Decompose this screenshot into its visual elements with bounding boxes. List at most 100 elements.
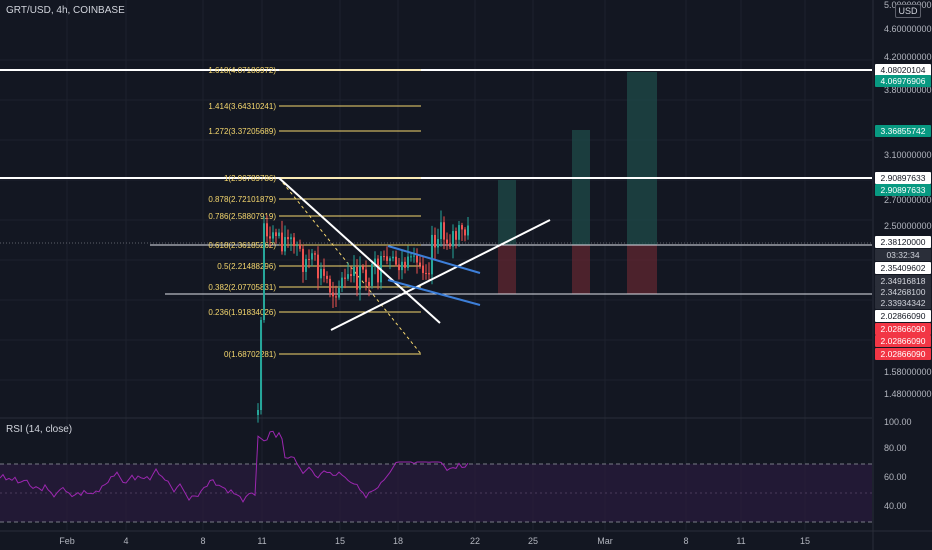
fib-level-label: 1.272(3.37205689) [208, 127, 276, 136]
time-axis[interactable]: Feb 4 8 11 15 18 22 25 Mar 8 11 15 [0, 530, 932, 546]
time-tick-label: 8 [200, 536, 205, 546]
price-tick-label: 3.10000000 [884, 150, 932, 160]
rsi-tick-label: 80.00 [884, 443, 907, 453]
time-tick-label: 11 [257, 536, 266, 546]
price-tag-bg [875, 323, 931, 335]
fib-level-label: 0.236(1.91834026) [208, 308, 276, 317]
candle-body [428, 273, 430, 275]
candle-body [365, 269, 367, 282]
candle-body [458, 225, 460, 240]
candle-body [404, 261, 406, 268]
price-tag: 2.02866090 [881, 311, 926, 321]
candle-body [395, 256, 397, 265]
rsi-tick-label: 60.00 [884, 472, 907, 482]
candle-body [299, 245, 301, 249]
chart-title: GRT/USD, 4h, COINBASE [6, 5, 125, 16]
candle-body [449, 243, 451, 247]
price-axis[interactable]: 100.0080.0060.0040.005.000000004.6000000… [872, 0, 932, 550]
candle-body [410, 256, 412, 258]
candle-body [344, 277, 346, 279]
time-tick-label: 15 [335, 536, 345, 546]
candle-body [440, 222, 442, 240]
price-tick-label: 4.60000000 [884, 24, 932, 34]
price-tick-label: 3.80000000 [884, 85, 932, 95]
profit-zone [627, 72, 657, 245]
ascending-trendline [330, 219, 551, 331]
descending-trendline [278, 177, 441, 324]
time-tick-label: 8 [683, 536, 688, 546]
price-tag: 3.36855742 [881, 126, 926, 136]
candlestick-series [257, 210, 469, 423]
channel-line [387, 245, 481, 274]
time-tick-label: 22 [470, 536, 480, 546]
candle-body [425, 272, 427, 274]
candle-body [308, 258, 310, 260]
candle-body [272, 232, 274, 239]
fib-level-label: 0.382(2.07705831) [208, 283, 276, 292]
candle-body [356, 266, 358, 290]
fib-level-label: 1(2.90789786) [224, 174, 276, 183]
candle-body [446, 239, 448, 244]
fib-trend-line [278, 177, 422, 355]
candle-body [296, 245, 298, 247]
price-tag: 2.90897633 [881, 185, 926, 195]
price-tag: 2.35409602 [881, 263, 926, 273]
price-tag-bg [875, 184, 931, 196]
candle-body [443, 222, 445, 240]
candle-body [284, 237, 286, 252]
time-tick-label: 15 [800, 536, 810, 546]
currency-button[interactable]: USD [895, 4, 921, 18]
candle-body [413, 255, 415, 257]
price-tag-bg [875, 297, 931, 309]
candle-body [362, 266, 364, 270]
price-tag: 4.08020104 [881, 65, 926, 75]
rsi-title: RSI (14, close) [6, 424, 73, 435]
price-tag-bg [875, 286, 931, 298]
price-tag-bg [875, 335, 931, 347]
time-tick-label: 18 [393, 536, 403, 546]
price-tag-bg [875, 348, 931, 360]
price-tag: 2.02866090 [881, 336, 926, 346]
profit-zone [572, 130, 590, 245]
price-tag-bg [875, 125, 931, 137]
candle-body [359, 266, 361, 290]
candle-body [434, 234, 436, 248]
time-tick-label: Mar [597, 536, 613, 546]
target-projection-boxes [498, 72, 657, 294]
candle-body [467, 225, 469, 236]
fib-level-label: 0.786(2.58807919) [208, 212, 276, 221]
price-tick-label: 2.50000000 [884, 221, 932, 231]
profit-zone [498, 180, 516, 245]
candle-body [353, 266, 355, 276]
rsi-line [0, 430, 469, 503]
candle-body [416, 255, 418, 263]
price-tag: 2.02866090 [881, 349, 926, 359]
price-tag-bg [875, 310, 931, 322]
candle-body [377, 258, 379, 283]
fib-level-label: 1.618(4.07186972) [208, 66, 276, 75]
price-tag-bg [875, 172, 931, 184]
candle-body [311, 253, 313, 260]
candle-body [290, 237, 292, 240]
candle-body [341, 277, 343, 289]
price-tag: 2.34268100 [881, 287, 926, 297]
price-tick-label: 1.48000000 [884, 389, 932, 399]
candle-body [350, 274, 352, 276]
fib-level-label: 1.414(3.64310241) [208, 102, 276, 111]
candle-body [293, 237, 295, 247]
time-tick-label: Feb [59, 536, 75, 546]
candle-body [371, 263, 373, 286]
candle-body [332, 292, 334, 297]
time-tick-label: 4 [123, 536, 128, 546]
candle-body [314, 253, 316, 255]
candle-body [392, 256, 394, 259]
price-tag: 2.34916818 [881, 276, 926, 286]
time-tick-label: 11 [736, 536, 745, 546]
trend-drawings [278, 177, 551, 331]
rsi-pane [0, 430, 872, 523]
candle-body [398, 264, 400, 271]
candle-body [305, 258, 307, 272]
candle-body [368, 281, 370, 286]
candle-body [317, 254, 319, 279]
